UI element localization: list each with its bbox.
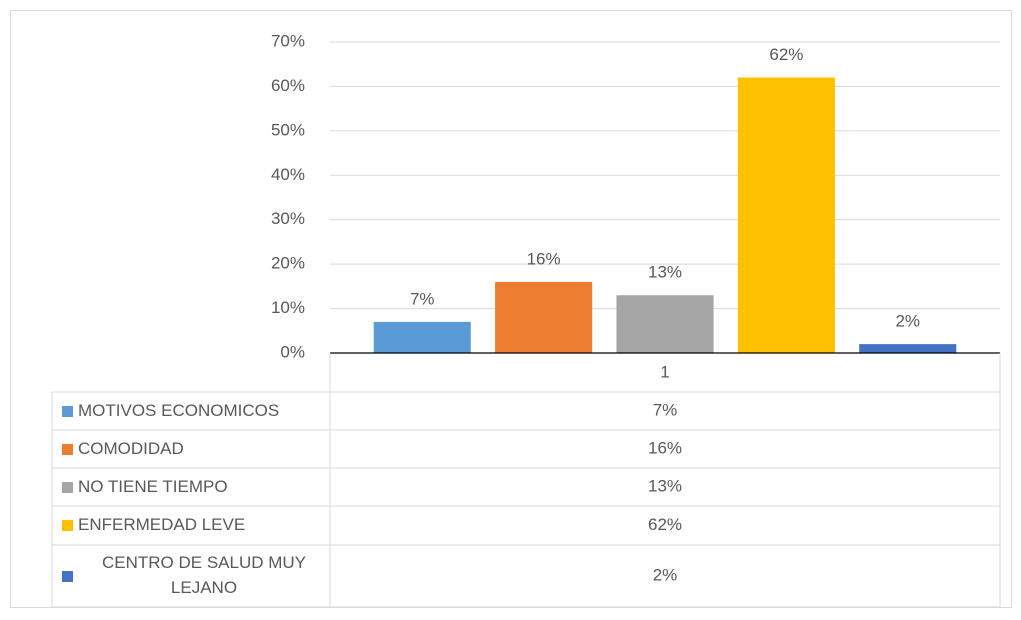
- legend-key: [62, 443, 73, 455]
- y-tick-label: 60%: [271, 76, 305, 95]
- bar: [859, 344, 957, 353]
- legend-cell: COMODIDAD: [52, 430, 330, 468]
- legend-entry: ENFERMEDAD LEVE: [52, 506, 330, 545]
- legend-cell: NO TIENE TIEMPO: [52, 468, 330, 506]
- y-tick-label: 40%: [271, 165, 305, 184]
- value-label: 13%: [648, 263, 682, 282]
- bar: [495, 281, 593, 353]
- legend-label: NO TIENE TIEMPO: [78, 476, 228, 496]
- table-value: 13%: [648, 476, 682, 495]
- y-tick-label: 0%: [280, 342, 305, 361]
- bar: [616, 295, 714, 353]
- value-label: 7%: [410, 289, 435, 308]
- legend-entry: MOTIVOS ECONOMICOS: [52, 392, 330, 430]
- legend-cell: ENFERMEDAD LEVE: [52, 506, 330, 545]
- legend-key: [62, 481, 73, 493]
- y-tick-label: 20%: [271, 254, 305, 273]
- legend-label: MOTIVOS ECONOMICOS: [78, 400, 280, 420]
- legend-key: [62, 570, 73, 582]
- table-value: 16%: [648, 438, 682, 457]
- bar: [737, 77, 835, 354]
- legend-label: COMODIDAD: [78, 438, 184, 458]
- bar: [373, 321, 471, 353]
- y-tick-label: 10%: [271, 298, 305, 317]
- value-label: 2%: [895, 312, 920, 331]
- legend-key: [62, 520, 73, 531]
- y-tick-label: 50%: [271, 120, 305, 139]
- legend-key: [62, 405, 73, 417]
- legend-label: ENFERMEDAD LEVE: [78, 515, 246, 535]
- y-tick-label: 70%: [271, 31, 305, 50]
- value-label: 62%: [769, 45, 803, 64]
- legend-entry: CENTRO DE SALUD MUY LEJANO: [52, 545, 330, 607]
- legend-label: CENTRO DE SALUD MUY LEJANO: [101, 553, 307, 597]
- table-value: 7%: [653, 400, 678, 419]
- x-tick-label: 1: [660, 362, 669, 381]
- legend-cell: MOTIVOS ECONOMICOS: [52, 392, 330, 430]
- table-value: 62%: [648, 515, 682, 534]
- table-value: 2%: [653, 565, 678, 584]
- legend-entry: COMODIDAD: [52, 430, 330, 468]
- value-label: 16%: [527, 249, 561, 268]
- y-tick-label: 30%: [271, 209, 305, 228]
- legend-entry: NO TIENE TIEMPO: [52, 468, 330, 506]
- legend-cell: CENTRO DE SALUD MUY LEJANO: [52, 545, 330, 607]
